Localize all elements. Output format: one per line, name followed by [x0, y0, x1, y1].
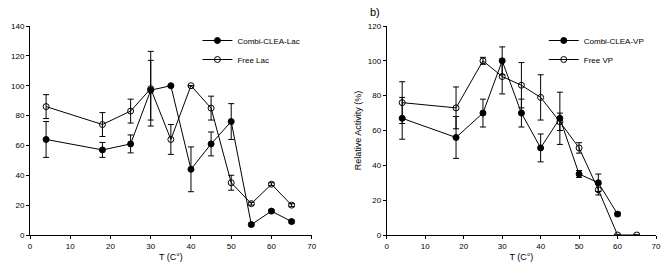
svg-text:30: 30 [498, 242, 507, 251]
svg-text:40: 40 [15, 171, 24, 180]
svg-text:100: 100 [368, 57, 382, 66]
svg-text:60: 60 [613, 242, 622, 251]
svg-text:10: 10 [66, 242, 75, 251]
svg-text:T (C°): T (C°) [509, 252, 533, 262]
svg-text:40: 40 [187, 242, 196, 251]
svg-text:80: 80 [372, 91, 381, 100]
svg-text:Relative Activity (%): Relative Activity (%) [353, 91, 363, 171]
svg-text:Combi-CLEA-VP: Combi-CLEA-VP [584, 37, 644, 46]
svg-text:b): b) [370, 6, 380, 18]
svg-text:30: 30 [146, 242, 155, 251]
svg-text:0: 0 [28, 242, 33, 251]
svg-text:20: 20 [15, 201, 24, 210]
svg-text:80: 80 [15, 111, 24, 120]
svg-text:20: 20 [372, 196, 381, 205]
svg-text:60: 60 [372, 126, 381, 135]
svg-text:Free VP: Free VP [584, 56, 613, 65]
svg-text:T (C°): T (C°) [159, 252, 183, 262]
svg-text:0: 0 [377, 231, 382, 240]
svg-text:20: 20 [459, 242, 468, 251]
svg-text:50: 50 [575, 242, 584, 251]
svg-text:140: 140 [11, 22, 25, 31]
svg-text:100: 100 [11, 82, 25, 91]
svg-text:40: 40 [536, 242, 545, 251]
svg-text:120: 120 [368, 22, 382, 31]
svg-text:20: 20 [106, 242, 115, 251]
svg-text:0: 0 [385, 242, 390, 251]
svg-text:10: 10 [421, 242, 430, 251]
svg-text:70: 70 [307, 242, 316, 251]
svg-text:70: 70 [652, 242, 661, 251]
svg-text:Free Lac: Free Lac [237, 56, 269, 65]
svg-text:60: 60 [15, 141, 24, 150]
svg-text:120: 120 [11, 52, 25, 61]
svg-text:60: 60 [267, 242, 276, 251]
svg-text:50: 50 [227, 242, 236, 251]
svg-text:Combi-CLEA-Lac: Combi-CLEA-Lac [237, 37, 299, 46]
svg-text:0: 0 [20, 231, 25, 240]
svg-text:40: 40 [372, 161, 381, 170]
